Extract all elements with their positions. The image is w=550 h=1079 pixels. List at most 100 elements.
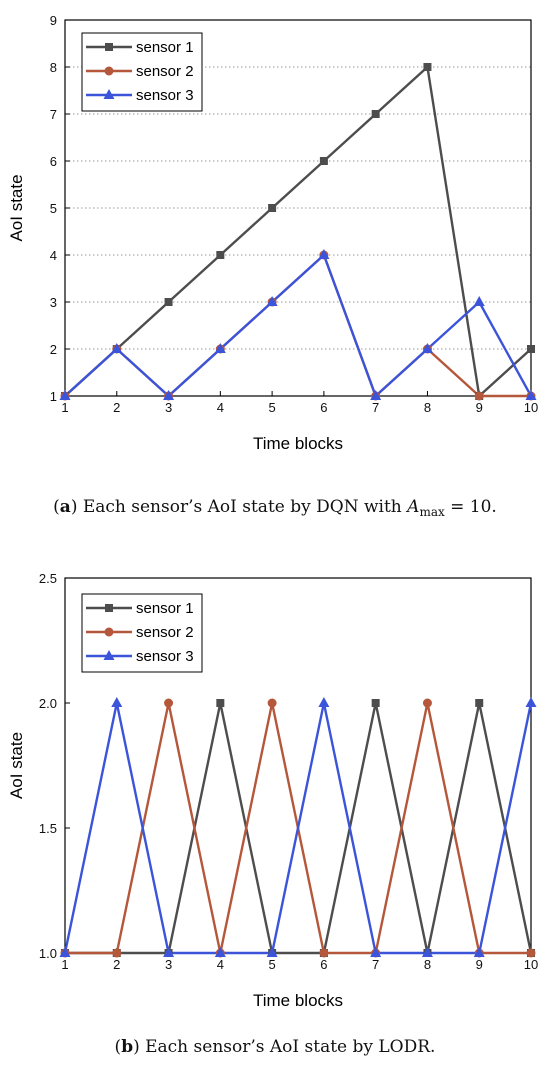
data-point-sensor-3: [421, 343, 433, 353]
data-point-sensor-3: [163, 947, 175, 957]
data-point-sensor-2: [474, 391, 484, 401]
x-tick-label: 9: [476, 957, 483, 972]
legend-marker-sensor-2: [104, 66, 114, 76]
data-point-sensor-2: [319, 948, 329, 958]
data-point-sensor-3: [59, 947, 71, 957]
caption-label-letter: a: [60, 497, 71, 517]
caption-math-sub: max: [419, 505, 445, 519]
x-tick-label: 5: [268, 400, 275, 415]
y-tick-label: 1: [50, 389, 57, 404]
data-point-sensor-1: [475, 699, 484, 707]
series-line-3: [63, 701, 533, 955]
y-tick-label: 7: [50, 107, 57, 122]
legend-marker-sensor-3: [103, 89, 115, 99]
caption-math-var: A: [405, 497, 419, 517]
data-point-sensor-3: [318, 249, 330, 259]
legend-label-sensor-3: sensor 3: [136, 648, 194, 665]
x-tick-label: 4: [217, 957, 224, 972]
data-point-sensor-2: [112, 948, 122, 958]
data-point-sensor-3: [525, 390, 537, 400]
y-tick-label: 3: [50, 295, 57, 310]
x-tick-label: 3: [165, 957, 172, 972]
y-tick-label: 9: [50, 13, 57, 28]
data-point-sensor-1: [423, 63, 432, 71]
legend-label-sensor-1: sensor 1: [136, 600, 194, 617]
x-tick-label: 9: [476, 400, 483, 415]
data-point-sensor-3: [266, 296, 278, 306]
data-point-sensor-3: [370, 390, 382, 400]
legend-label-sensor-2: sensor 2: [136, 624, 194, 641]
data-point-sensor-3: [370, 947, 382, 957]
y-tick-label: 2.5: [39, 571, 57, 586]
data-point-sensor-1: [527, 345, 535, 353]
x-axis-label: Time blocks: [253, 434, 343, 453]
caption-label: (: [115, 1037, 122, 1057]
legend: sensor 1 sensor 2 sensor 3: [81, 32, 203, 112]
data-point-sensor-3: [111, 343, 123, 353]
x-tick-label: 8: [424, 957, 431, 972]
data-point-sensor-3: [214, 343, 226, 353]
data-point-sensor-3: [421, 947, 433, 957]
data-point-sensor-1: [319, 157, 328, 165]
y-tick-label: 2: [50, 342, 57, 357]
x-tick-label: 5: [268, 957, 275, 972]
legend-marker-sensor-2: [104, 627, 114, 637]
data-point-sensor-2: [267, 698, 277, 708]
legend-marker-sensor-1: [105, 43, 113, 51]
x-tick-label: 10: [524, 400, 538, 415]
legend-label-sensor-2: sensor 2: [136, 63, 194, 80]
x-tick-label: 6: [320, 400, 327, 415]
legend-marker-sensor-1: [105, 604, 113, 612]
y-tick-label: 4: [50, 248, 57, 263]
caption-label: (: [53, 497, 60, 517]
x-tick-label: 10: [524, 957, 538, 972]
x-tick-label: 8: [424, 400, 431, 415]
data-point-sensor-1: [371, 110, 380, 118]
data-point-sensor-3: [266, 947, 278, 957]
x-tick-label: 1: [61, 400, 68, 415]
x-axis-label: Time blocks: [253, 991, 343, 1010]
data-point-sensor-1: [216, 699, 225, 707]
caption-label-close: ) Each sensor’s AoI state by LODR.: [133, 1037, 435, 1057]
x-tick-label: 7: [372, 400, 379, 415]
data-point-sensor-3: [473, 296, 485, 306]
x-tick-label: 2: [113, 400, 120, 415]
x-tick-label: 2: [113, 957, 120, 972]
x-tick-label: 3: [165, 400, 172, 415]
data-point-sensor-2: [164, 698, 174, 708]
caption-text-after: = 10.: [445, 497, 497, 517]
y-tick-label: 8: [50, 60, 57, 75]
data-point-sensor-2: [422, 698, 432, 708]
x-tick-label: 1: [61, 957, 68, 972]
figure-caption: (b) Each sensor’s AoI state by LODR.: [115, 1037, 436, 1057]
data-point-sensor-1: [164, 298, 173, 306]
data-point-sensor-3: [318, 697, 330, 707]
y-tick-label: 6: [50, 154, 57, 169]
data-point-sensor-3: [214, 947, 226, 957]
figure-caption: (a) Each sensor’s AoI state by DQN with …: [53, 497, 497, 519]
x-tick-label: 4: [217, 400, 224, 415]
legend-label-sensor-3: sensor 3: [136, 87, 194, 104]
data-point-sensor-3: [59, 390, 71, 400]
caption-label-close: ) Each sensor’s AoI state by DQN with: [71, 497, 407, 517]
legend-label-sensor-1: sensor 1: [136, 39, 194, 56]
series-line-1: [64, 65, 532, 398]
legend-marker-sensor-3: [103, 650, 115, 660]
data-point-sensor-3: [473, 947, 485, 957]
caption-label-letter: b: [121, 1037, 133, 1057]
chart-panel-b: 1 2 3 4 5 6 7 8 9 10 1.0 1.5 2.0 2.5 Time blocks AoI st…: [7, 571, 538, 1057]
y-tick-label: 1.0: [39, 946, 57, 961]
y-tick-label: 5: [50, 201, 57, 216]
series-line-3: [64, 253, 533, 398]
x-tick-label: 7: [372, 957, 379, 972]
chart-panel-a: 1 2 3 4 5 6 7 8 9 10 1 2 3 4 5 6 7 8 9 Time blocks AoI state…: [7, 13, 538, 519]
data-point-sensor-3: [111, 697, 123, 707]
x-tick-label: 6: [320, 957, 327, 972]
y-axis-label: AoI state: [7, 174, 26, 241]
data-point-sensor-1: [371, 699, 380, 707]
data-point-sensor-3: [163, 390, 175, 400]
data-point-sensor-3: [525, 697, 537, 707]
y-axis-label: AoI state: [7, 732, 26, 799]
data-point-sensor-1: [268, 204, 277, 212]
